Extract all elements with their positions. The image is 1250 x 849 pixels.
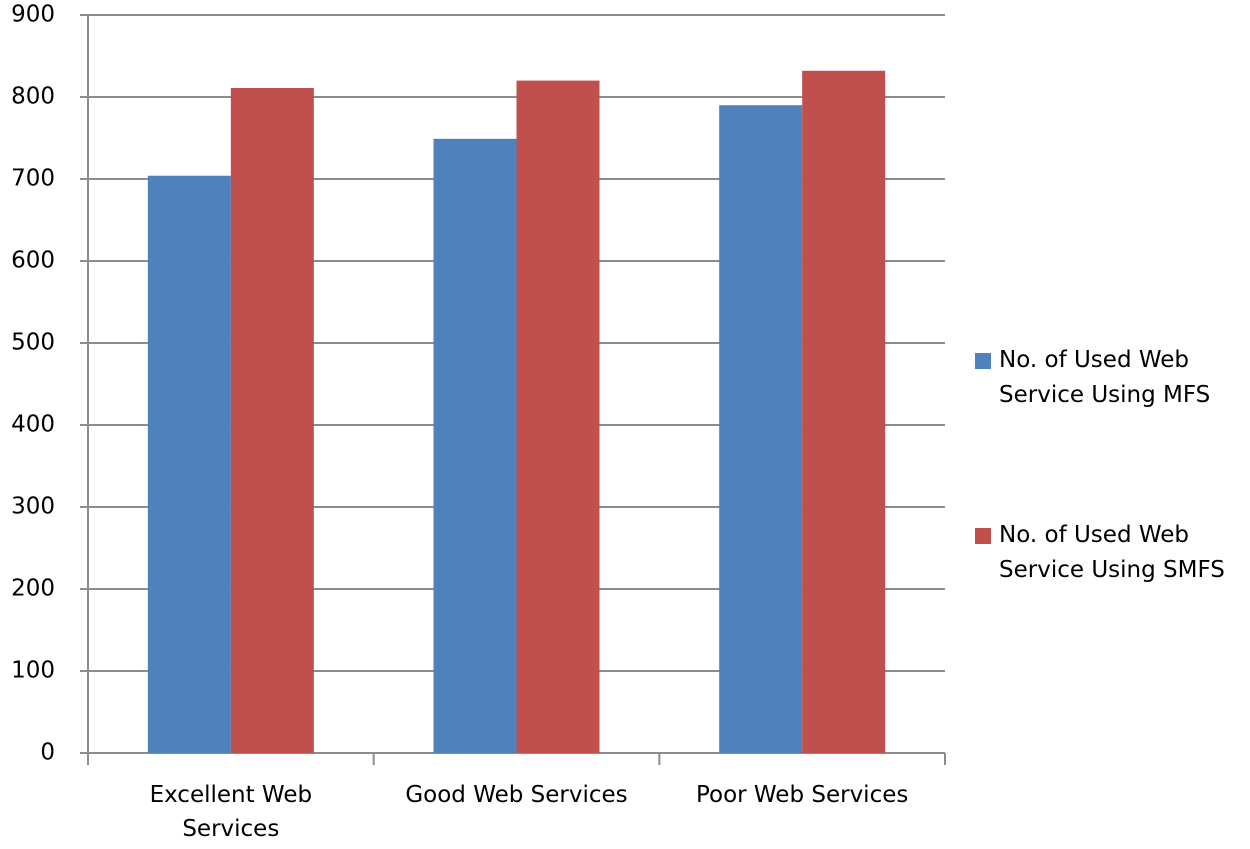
- legend-label: No. of Used Web Service Using MFS: [999, 347, 1211, 408]
- legend-label: No. of Used Web Service Using SMFS: [999, 522, 1225, 583]
- x-tick-label: Excellent Web Services: [149, 782, 313, 842]
- y-tick-label: 900: [11, 2, 55, 28]
- y-tick-label: 400: [11, 412, 55, 438]
- x-tick-label: Good Web Services: [405, 782, 628, 808]
- y-tick-label: 500: [11, 330, 55, 356]
- y-tick-label: 200: [11, 576, 55, 602]
- y-tick-label: 800: [11, 84, 55, 110]
- y-tick-label: 100: [11, 658, 55, 684]
- y-tick-label: 600: [11, 248, 55, 274]
- bar: [802, 70, 886, 753]
- x-tick-label: Poor Web Services: [695, 782, 909, 808]
- y-tick-label: 0: [40, 740, 55, 766]
- legend-swatch: [975, 353, 991, 369]
- bar: [147, 175, 231, 754]
- bar: [230, 87, 314, 754]
- legend-swatch: [975, 528, 991, 544]
- y-tick-label: 700: [11, 166, 55, 192]
- bar: [516, 80, 600, 754]
- bar: [433, 138, 517, 753]
- bar: [719, 105, 803, 753]
- y-tick-label: 300: [11, 494, 55, 520]
